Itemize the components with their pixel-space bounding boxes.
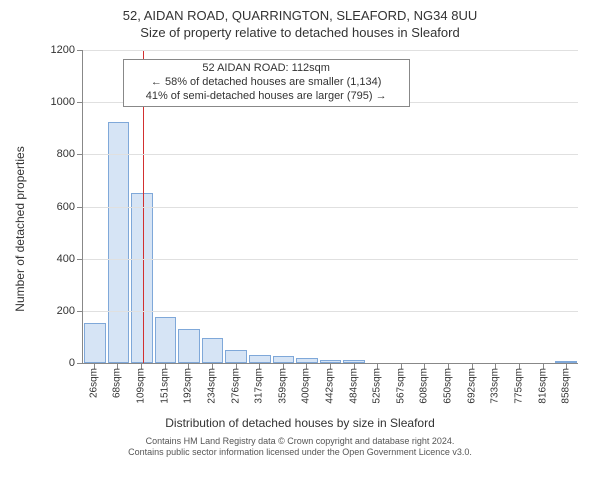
histogram-bar (249, 355, 271, 363)
footer-line1: Contains HM Land Registry data © Crown c… (12, 436, 588, 447)
histogram-bar (320, 360, 342, 363)
x-tick-label: 442sqm (325, 368, 336, 404)
property-annotation: 52 AIDAN ROAD: 112sqm← 58% of detached h… (123, 59, 410, 106)
x-ticks: 26sqm 68sqm 109sqm 151sqm 192sqm 234sqm 276sqm… (82, 364, 578, 414)
chart-container: 52, AIDAN ROAD, QUARRINGTON, SLEAFORD, N… (0, 0, 600, 500)
x-tick-label: 26sqm (88, 368, 99, 398)
histogram-bar (225, 350, 247, 363)
y-tick-label: 0 (69, 357, 75, 369)
x-tick-label: 567sqm (395, 368, 406, 404)
x-tick-label: 234sqm (206, 368, 217, 404)
plot-area: 52 AIDAN ROAD: 112sqm← 58% of detached h… (82, 50, 578, 364)
footer-line2: Contains public sector information licen… (12, 447, 588, 458)
y-axis-label: Number of detached properties (13, 146, 27, 311)
chart-title-line2: Size of property relative to detached ho… (12, 25, 588, 40)
histogram-bar (343, 360, 365, 363)
x-tick-label: 276sqm (230, 368, 241, 404)
histogram-bar (155, 317, 177, 363)
x-axis-label: Distribution of detached houses by size … (12, 416, 588, 430)
x-tick-label: 192sqm (183, 368, 194, 404)
y-tick-label: 1000 (51, 96, 75, 108)
chart-area: Number of detached properties 52 AIDAN R… (60, 44, 578, 414)
histogram-bar (296, 358, 318, 363)
x-tick-label: 400sqm (301, 368, 312, 404)
histogram-bar (178, 329, 200, 363)
histogram-bar (108, 122, 130, 363)
x-tick-label: 816sqm (537, 368, 548, 404)
x-tick-label: 692sqm (466, 368, 477, 404)
histogram-bar (273, 356, 295, 363)
x-tick-label: 608sqm (419, 368, 430, 404)
x-tick-label: 317sqm (254, 368, 265, 404)
y-tick-label: 600 (57, 201, 75, 213)
chart-title-line1: 52, AIDAN ROAD, QUARRINGTON, SLEAFORD, N… (12, 8, 588, 23)
x-tick-label: 525sqm (372, 368, 383, 404)
y-tick-label: 200 (57, 305, 75, 317)
y-tick-label: 1200 (51, 44, 75, 56)
x-tick-label: 733sqm (490, 368, 501, 404)
x-tick-label: 484sqm (348, 368, 359, 404)
y-tick-label: 800 (57, 148, 75, 160)
histogram-bar (555, 361, 577, 363)
histogram-bar (131, 193, 153, 363)
x-tick-label: 151sqm (159, 368, 170, 404)
footer: Contains HM Land Registry data © Crown c… (12, 436, 588, 458)
histogram-bar (202, 338, 224, 363)
y-tick-label: 400 (57, 253, 75, 265)
histogram-bar (84, 323, 106, 363)
annotation-line: 41% of semi-detached houses are larger (… (128, 90, 405, 104)
annotation-line: ← 58% of detached houses are smaller (1,… (128, 76, 405, 90)
annotation-line: 52 AIDAN ROAD: 112sqm (128, 62, 405, 76)
x-tick-label: 650sqm (443, 368, 454, 404)
x-tick-label: 359sqm (277, 368, 288, 404)
x-tick-label: 109sqm (136, 368, 147, 404)
x-tick-label: 68sqm (112, 368, 123, 398)
x-tick-label: 775sqm (513, 368, 524, 404)
x-tick-label: 858sqm (561, 368, 572, 404)
